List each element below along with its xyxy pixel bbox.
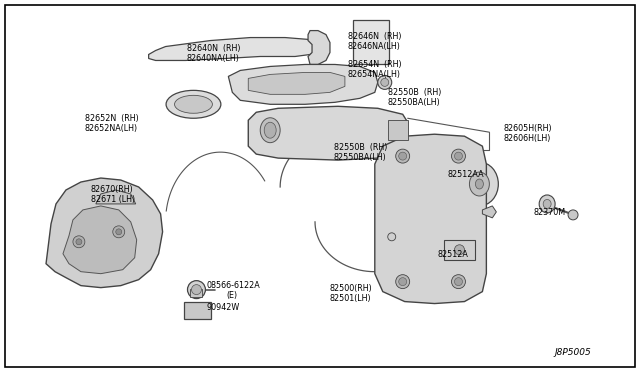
Circle shape <box>188 280 205 299</box>
Bar <box>353 20 388 64</box>
Text: 82646NA(LH): 82646NA(LH) <box>348 42 401 51</box>
Text: 82512AA: 82512AA <box>447 170 484 179</box>
Circle shape <box>399 278 406 286</box>
Circle shape <box>113 226 125 238</box>
Text: 90942W: 90942W <box>207 303 239 312</box>
Circle shape <box>396 275 410 289</box>
Text: 82550B  (RH): 82550B (RH) <box>334 142 387 152</box>
Text: 82550B  (RH): 82550B (RH) <box>388 88 441 97</box>
Text: 82550BA(LH): 82550BA(LH) <box>334 153 387 161</box>
Circle shape <box>568 210 578 220</box>
Circle shape <box>76 239 82 245</box>
Text: 82654N  (RH): 82654N (RH) <box>348 60 401 69</box>
Circle shape <box>396 149 410 163</box>
Bar <box>388 120 408 140</box>
Polygon shape <box>308 31 330 64</box>
Ellipse shape <box>543 199 551 208</box>
Bar <box>184 302 211 320</box>
Circle shape <box>399 152 406 160</box>
Polygon shape <box>63 206 137 274</box>
Text: 82501(LH): 82501(LH) <box>330 294 372 303</box>
Text: 82646N  (RH): 82646N (RH) <box>348 32 401 41</box>
Circle shape <box>454 152 463 160</box>
Polygon shape <box>483 206 497 218</box>
Text: 82605H(RH): 82605H(RH) <box>503 124 552 133</box>
Polygon shape <box>148 38 318 61</box>
Ellipse shape <box>460 162 499 206</box>
Text: 82606H(LH): 82606H(LH) <box>503 134 550 143</box>
Polygon shape <box>375 134 486 304</box>
Text: 82370M: 82370M <box>533 208 565 217</box>
Text: 08566-6122A: 08566-6122A <box>207 281 260 290</box>
Circle shape <box>378 76 392 89</box>
Text: 82671 (LH): 82671 (LH) <box>91 195 135 205</box>
Ellipse shape <box>264 122 276 138</box>
Text: 82652N  (RH): 82652N (RH) <box>85 114 139 123</box>
Text: 82550BA(LH): 82550BA(LH) <box>388 98 440 107</box>
Polygon shape <box>96 190 136 204</box>
Circle shape <box>451 275 465 289</box>
Circle shape <box>381 78 388 86</box>
Circle shape <box>388 233 396 241</box>
Ellipse shape <box>539 195 555 213</box>
Text: 82640N  (RH): 82640N (RH) <box>186 44 240 53</box>
Text: 82640NA(LH): 82640NA(LH) <box>186 54 239 63</box>
Text: 82512A: 82512A <box>438 250 468 259</box>
Circle shape <box>454 245 465 255</box>
Ellipse shape <box>469 172 490 196</box>
Circle shape <box>191 285 202 295</box>
Polygon shape <box>46 178 163 288</box>
Text: 82670(RH): 82670(RH) <box>91 186 134 195</box>
Text: 82500(RH): 82500(RH) <box>330 284 372 293</box>
Circle shape <box>116 229 122 235</box>
Circle shape <box>454 278 463 286</box>
Circle shape <box>73 236 85 248</box>
Circle shape <box>451 149 465 163</box>
Text: 82654NA(LH): 82654NA(LH) <box>348 70 401 79</box>
Text: 82652NA(LH): 82652NA(LH) <box>85 124 138 133</box>
Polygon shape <box>248 73 345 94</box>
Bar <box>444 240 476 260</box>
Ellipse shape <box>260 118 280 143</box>
Ellipse shape <box>175 95 212 113</box>
Ellipse shape <box>166 90 221 118</box>
Polygon shape <box>248 106 408 160</box>
Ellipse shape <box>476 179 483 189</box>
Polygon shape <box>228 64 378 104</box>
Text: J8P5005: J8P5005 <box>554 348 591 357</box>
Text: (E): (E) <box>227 291 237 300</box>
Bar <box>191 289 202 296</box>
